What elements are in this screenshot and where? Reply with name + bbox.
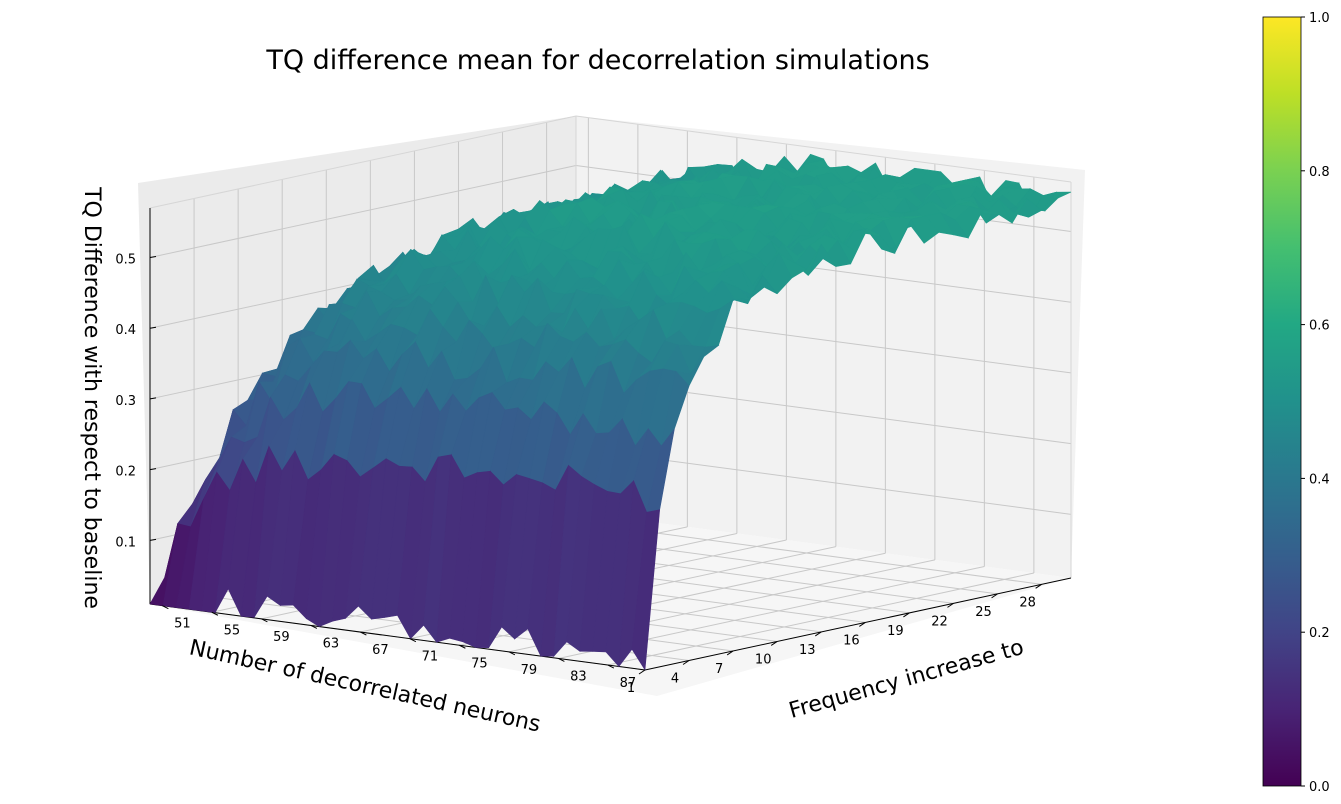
colorbar-tick-label: 0.6 (1309, 319, 1330, 334)
x-tick-mark (991, 593, 998, 599)
y-tick-mark (310, 625, 318, 629)
z-tick-mark (149, 256, 157, 258)
surface-patch (631, 509, 661, 671)
y-tick-mark (211, 611, 219, 616)
z-tick-mark (149, 468, 157, 471)
x-tick-label: 7 (715, 662, 723, 677)
tick-labels: 28 25 22 19 16 13 10 7 4 1 51 55 59 63 67 71 75 79 83 87 0.1… (115, 253, 1036, 697)
x-tick-mark (859, 621, 866, 627)
x-tick-label: 10 (755, 652, 772, 667)
colorbar-tick-label: 0.2 (1309, 626, 1330, 641)
colorbar (1262, 16, 1302, 787)
y-tick-label: 51 (174, 617, 191, 632)
y-tick-mark (607, 664, 615, 669)
y-tick-mark (261, 618, 268, 623)
z-tick-label: 0.5 (115, 253, 136, 268)
pane-edge (575, 115, 1072, 183)
x-tick-mark (947, 602, 954, 608)
y-tick-label: 67 (372, 643, 389, 658)
grid-line (149, 165, 577, 258)
x-tick-mark (903, 612, 910, 618)
colorbar-tick-label: 0.4 (1309, 472, 1330, 487)
x-tick-mark (770, 641, 778, 646)
y-tick-mark (558, 658, 565, 662)
z-tick-mark (149, 538, 157, 541)
x-tick-mark (682, 660, 690, 665)
colorbar-tick-label: 0.0 (1309, 780, 1330, 795)
y-tick-label: 79 (521, 663, 538, 678)
x-tick-mark (1035, 583, 1042, 589)
x-tick-label: 22 (931, 614, 948, 629)
x-tick-label: 25 (975, 605, 992, 620)
z-tick-mark (149, 397, 157, 400)
y-tick-label: 59 (273, 630, 290, 645)
colorbar-tick-label: 1.0 (1309, 11, 1330, 26)
y-tick-mark (360, 631, 367, 636)
x-tick-label: 1 (627, 681, 635, 696)
y-tick-label: 83 (570, 669, 587, 684)
z-tick-label: 0.1 (115, 535, 136, 550)
x-tick-label: 16 (843, 633, 860, 648)
x-tick-label: 19 (887, 624, 904, 639)
axis-edges (149, 115, 1072, 671)
tick-marks (149, 256, 1042, 675)
y-tick-mark (162, 605, 169, 610)
z-tick-label: 0.4 (115, 323, 136, 338)
x-tick-mark (726, 650, 734, 656)
y-tick-label: 71 (422, 650, 439, 665)
z-tick-mark (149, 326, 157, 329)
x-tick-mark (638, 669, 646, 675)
grid-line (607, 572, 1034, 666)
x-axis-line (149, 603, 646, 671)
y-tick-label: 87 (620, 676, 637, 691)
y-tick-mark (508, 651, 516, 656)
colorbar-tick-label: 0.8 (1309, 165, 1330, 180)
z-tick-label: 0.2 (115, 465, 136, 480)
x-tick-label: 13 (799, 643, 816, 658)
y-tick-mark (459, 644, 466, 649)
y-tick-mark (409, 638, 417, 643)
y-tick-label: 75 (471, 656, 488, 671)
x-tick-label: 28 (1019, 595, 1036, 610)
x-tick-label: 4 (671, 671, 679, 686)
x-tick-mark (814, 631, 822, 637)
z-tick-label: 0.3 (115, 394, 136, 409)
surface-plot (149, 153, 1072, 671)
y-tick-label: 55 (224, 623, 241, 638)
pane-edge (149, 115, 577, 209)
y-tick-label: 63 (323, 636, 340, 651)
y-axis-line (644, 577, 1072, 671)
z-axis-title: TQ Difference with respect to baseline (79, 186, 104, 609)
chart-title: TQ difference mean for decorrelation sim… (265, 45, 929, 76)
colorbar-ticks: 0.0 0.2 0.4 0.6 0.8 1.0 (1301, 11, 1330, 795)
